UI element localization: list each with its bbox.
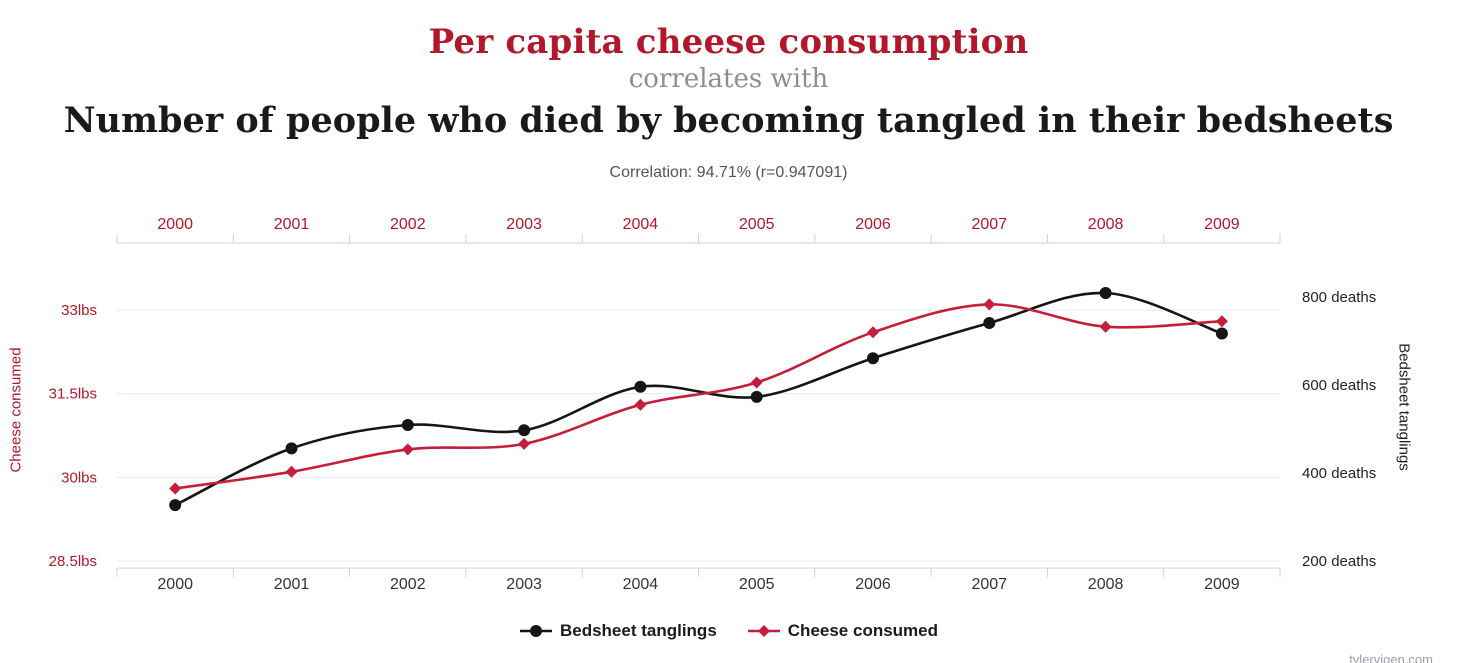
data-point-circle-bedsheet-tanglings bbox=[518, 424, 531, 437]
bottom-axis-year-label: 2006 bbox=[855, 576, 891, 593]
legend-circle-dot bbox=[529, 625, 542, 637]
series-line-bedsheet-tanglings bbox=[173, 291, 1224, 507]
bottom-axis-year-label: 2005 bbox=[739, 576, 775, 593]
data-point-diamond-cheese-consumed bbox=[867, 326, 879, 339]
data-point-circle-bedsheet-tanglings bbox=[867, 352, 879, 365]
legend-label-cheese: Cheese consumed bbox=[787, 621, 939, 640]
right-axis-tick-label: 600 deaths bbox=[1302, 377, 1376, 394]
top-axis-year-label: 2004 bbox=[623, 216, 659, 233]
right-axis-tick-label: 400 deaths bbox=[1302, 465, 1376, 482]
data-point-circle-bedsheet-tanglings bbox=[1099, 287, 1112, 299]
top-axis-year-label: 2006 bbox=[855, 216, 891, 233]
data-point-diamond-cheese-consumed bbox=[285, 465, 298, 478]
top-axis-year-label: 2001 bbox=[274, 216, 310, 233]
top-axis-year-label: 2002 bbox=[390, 216, 426, 233]
bottom-axis-year-label: 2003 bbox=[506, 576, 542, 593]
data-point-circle-bedsheet-tanglings bbox=[634, 380, 647, 393]
right-axis-tick-label: 200 deaths bbox=[1302, 553, 1376, 570]
legend-label-bedsheet: Bedsheet tanglings bbox=[559, 621, 717, 640]
bottom-axis-year-label: 2007 bbox=[972, 576, 1008, 593]
bottom-axis-year-label: 2002 bbox=[390, 576, 426, 593]
data-point-diamond-cheese-consumed bbox=[518, 437, 531, 450]
data-point-diamond-cheese-consumed bbox=[1099, 320, 1112, 333]
data-point-circle-bedsheet-tanglings bbox=[401, 419, 414, 431]
data-point-circle-bedsheet-tanglings bbox=[983, 317, 996, 329]
bottom-axis-year-label: 2009 bbox=[1204, 576, 1240, 593]
data-point-diamond-cheese-consumed bbox=[983, 298, 996, 311]
data-point-diamond-cheese-consumed bbox=[401, 443, 414, 456]
chart-legend: Bedsheet tanglings Cheese consumed bbox=[0, 621, 1457, 641]
data-point-diamond-cheese-consumed bbox=[750, 376, 763, 389]
data-point-circle-bedsheet-tanglings bbox=[285, 442, 298, 455]
data-point-diamond-cheese-consumed bbox=[1215, 315, 1228, 328]
page-title: Per capita cheese consumption bbox=[428, 22, 1029, 62]
left-axis-tick-label: 28.5lbs bbox=[49, 553, 97, 570]
left-axis-tick-label: 31.5lbs bbox=[49, 386, 97, 403]
left-axis-tick-label: 30lbs bbox=[61, 469, 97, 486]
legend-diamond-dot bbox=[757, 625, 770, 637]
data-point-circle-bedsheet-tanglings bbox=[750, 390, 763, 403]
bottom-axis-year-label: 2004 bbox=[623, 576, 659, 593]
bottom-axis-year-label: 2008 bbox=[1088, 576, 1124, 593]
subtitle: correlates with bbox=[628, 64, 829, 94]
watermark-link[interactable]: tylervigen.com bbox=[1349, 652, 1433, 663]
bottom-axis-year-label: 2001 bbox=[274, 576, 310, 593]
top-axis-year-label: 2003 bbox=[506, 216, 542, 233]
top-axis-year-label: 2009 bbox=[1204, 216, 1240, 233]
data-point-diamond-cheese-consumed bbox=[634, 398, 647, 411]
top-axis-year-label: 2000 bbox=[157, 216, 193, 233]
series-line-cheese-consumed bbox=[173, 303, 1224, 490]
data-point-circle-bedsheet-tanglings bbox=[1215, 327, 1228, 340]
correlation-label: Correlation: 94.71% (r=0.947091) bbox=[609, 164, 848, 181]
top-axis-year-label: 2008 bbox=[1088, 216, 1124, 233]
top-axis-year-label: 2005 bbox=[739, 216, 775, 233]
legend-item-bedsheet-tanglings: Bedsheet tanglings bbox=[519, 621, 717, 641]
diamond-marker-icon bbox=[747, 625, 780, 637]
circle-marker-icon bbox=[519, 625, 552, 637]
secondary-title: Number of people who died by becoming ta… bbox=[63, 100, 1394, 141]
legend-item-cheese-consumed: Cheese consumed bbox=[747, 621, 938, 641]
right-axis-tick-label: 800 deaths bbox=[1302, 289, 1376, 306]
top-axis-year-label: 2007 bbox=[972, 216, 1008, 233]
data-point-diamond-cheese-consumed bbox=[169, 482, 182, 495]
bottom-axis-year-label: 2000 bbox=[157, 576, 193, 593]
left-axis-tick-label: 33lbs bbox=[61, 302, 97, 319]
data-point-circle-bedsheet-tanglings bbox=[169, 499, 182, 512]
